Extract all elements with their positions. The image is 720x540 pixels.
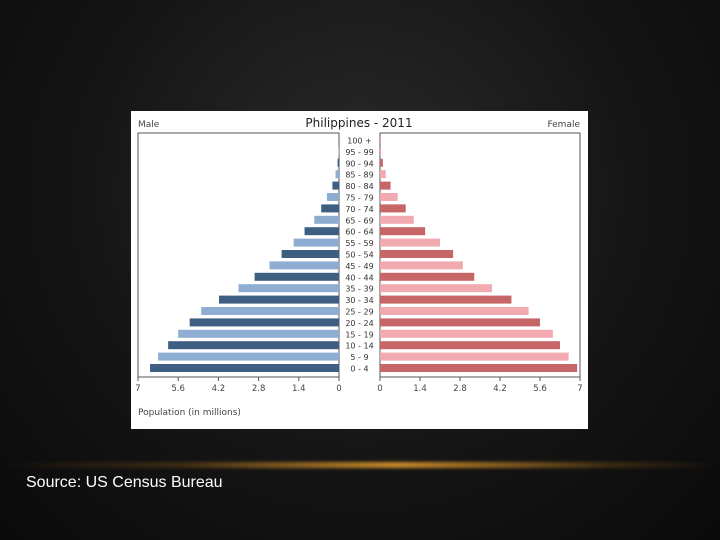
male-bar	[304, 227, 339, 236]
axis-tick-label: 4.2	[212, 384, 226, 394]
female-bar	[380, 238, 440, 247]
female-bar	[380, 215, 414, 224]
age-group-label: 10 - 14	[345, 342, 373, 351]
axis-tick-label: 5.6	[533, 384, 547, 394]
female-bar	[380, 170, 386, 179]
female-bar	[380, 341, 560, 350]
female-bar	[380, 295, 512, 304]
male-bar	[326, 193, 339, 201]
age-group-label: 65 - 69	[345, 216, 373, 225]
axis-tick-label: 5.6	[171, 384, 185, 394]
chart-background	[131, 111, 588, 429]
female-axis-ticks: 0 1.4 2.8 4.2 5.6 7	[377, 377, 583, 394]
male-bar	[332, 181, 339, 190]
female-bar	[380, 352, 569, 361]
female-bar	[380, 364, 578, 372]
age-group-label: 5 - 9	[350, 353, 368, 362]
male-bar	[321, 204, 339, 213]
age-group-label: 30 - 34	[345, 296, 373, 305]
age-group-label: 55 - 59	[345, 239, 373, 248]
axis-tick-label: 2.8	[252, 384, 266, 394]
axis-tick-label: 0	[377, 384, 382, 394]
male-bar	[201, 307, 339, 315]
age-group-label: 95 - 99	[345, 148, 373, 157]
female-bar	[380, 272, 475, 281]
male-bar	[293, 238, 339, 247]
divider-line	[0, 462, 720, 468]
axis-tick-label: 2.8	[453, 384, 467, 394]
chart-panel: Philippines - 2011 Male Female 100 + 95 -…	[131, 111, 588, 429]
male-bar	[168, 341, 339, 350]
female-side-label: Female	[547, 120, 580, 130]
female-bars	[380, 136, 578, 372]
male-axis-ticks: 7 5.6 4.2 2.8 1.4 0	[135, 377, 342, 394]
male-bar	[218, 295, 339, 304]
age-group-labels: 100 + 95 - 99 90 - 94 85 - 89 80 - 84 75 - 79…	[345, 137, 373, 374]
axis-tick-label: 7	[135, 384, 140, 394]
male-bar	[335, 170, 339, 179]
age-group-label: 45 - 49	[345, 262, 373, 271]
female-bar	[380, 284, 492, 293]
male-bar	[150, 364, 339, 372]
male-bar	[158, 352, 339, 361]
female-bar	[380, 158, 383, 167]
female-bar	[380, 329, 553, 338]
male-bar	[178, 329, 339, 338]
axis-tick-label: 7	[577, 384, 582, 394]
source-caption: Source: US Census Bureau	[26, 474, 223, 491]
chart-title: Philippines - 2011	[305, 116, 412, 130]
female-bar	[380, 227, 426, 236]
axis-tick-label: 4.2	[493, 384, 507, 394]
female-bar	[380, 181, 391, 190]
axis-tick-label: 1.4	[413, 384, 427, 394]
age-group-label: 60 - 64	[345, 228, 373, 237]
x-axis-label: Population (in millions)	[138, 408, 241, 418]
female-bar	[380, 250, 454, 258]
female-bar	[380, 307, 529, 315]
male-bar	[269, 261, 339, 270]
age-group-label: 15 - 19	[345, 330, 373, 339]
male-bar	[254, 272, 339, 281]
age-group-label: 0 - 4	[350, 365, 368, 374]
female-bar	[380, 261, 463, 270]
age-group-label: 80 - 84	[345, 182, 373, 191]
female-bar	[380, 147, 382, 156]
age-group-label: 25 - 29	[345, 308, 373, 317]
axis-tick-label: 1.4	[292, 384, 306, 394]
female-bar	[380, 193, 398, 201]
male-bars	[150, 136, 339, 372]
age-group-label: 40 - 44	[345, 273, 373, 282]
age-group-label: 90 - 94	[345, 159, 373, 168]
female-bar	[380, 136, 381, 144]
age-group-label: 85 - 89	[345, 171, 373, 180]
female-bar	[380, 204, 406, 213]
male-bar	[338, 147, 339, 156]
axis-tick-label: 0	[336, 384, 341, 394]
female-bar	[380, 318, 540, 327]
male-bar	[337, 158, 339, 167]
male-bar	[238, 284, 339, 293]
male-side-label: Male	[138, 120, 160, 130]
population-pyramid-chart: Philippines - 2011 Male Female 100 + 95 -…	[131, 111, 588, 429]
male-bar	[189, 318, 339, 327]
male-bar	[314, 215, 339, 224]
age-group-label: 70 - 74	[345, 205, 373, 214]
age-group-label: 20 - 24	[345, 319, 373, 328]
male-bar	[281, 250, 339, 258]
age-group-label: 35 - 39	[345, 285, 373, 294]
age-group-label: 75 - 79	[345, 194, 373, 203]
age-group-label: 100 +	[347, 137, 372, 146]
age-group-label: 50 - 54	[345, 251, 373, 260]
